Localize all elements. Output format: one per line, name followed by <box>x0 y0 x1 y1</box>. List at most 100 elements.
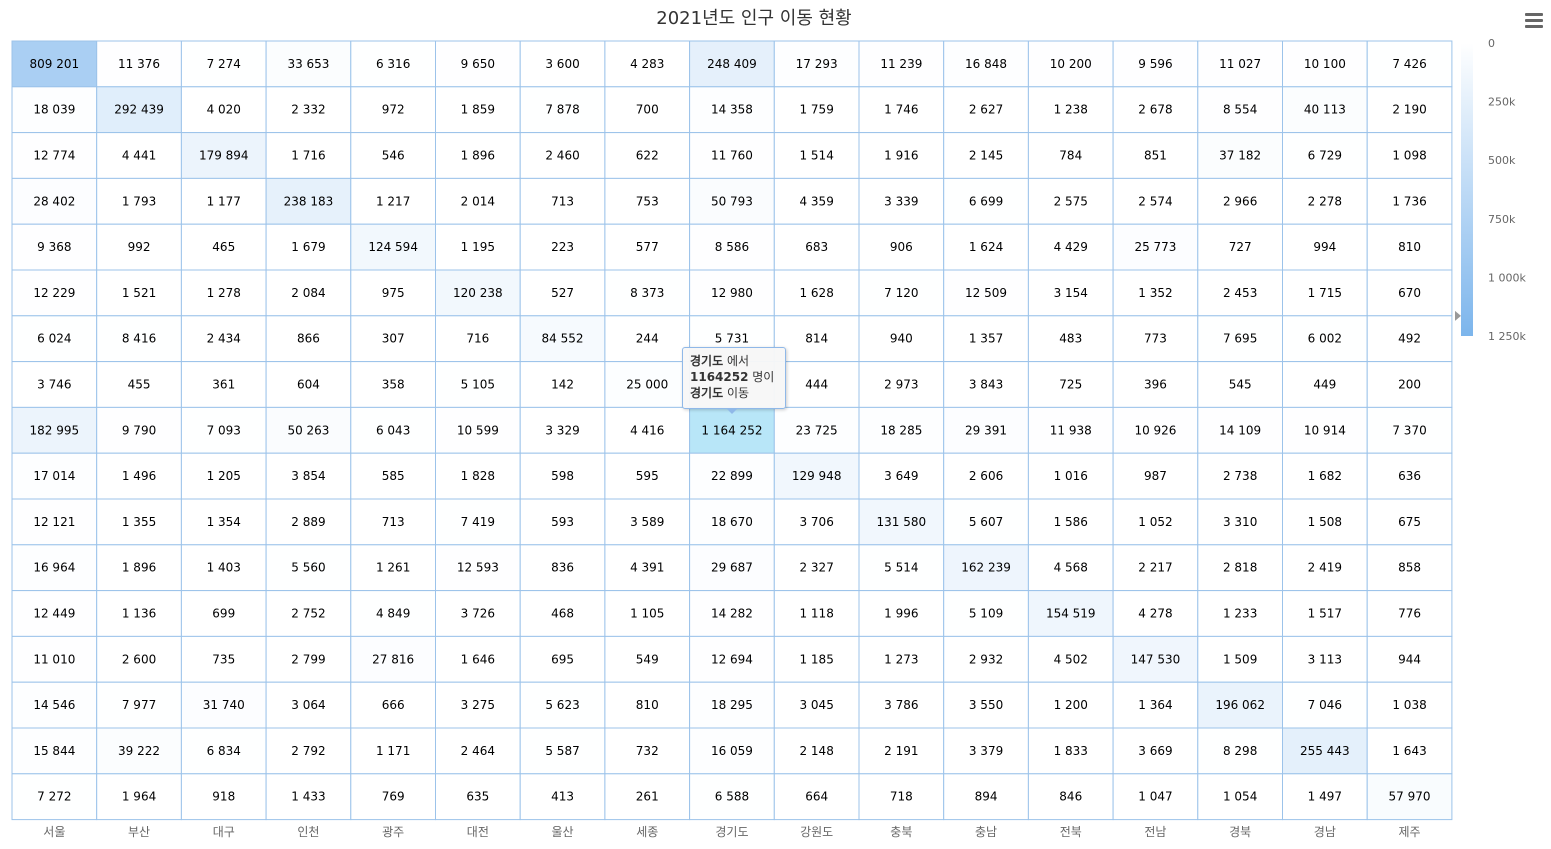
heatmap-cell[interactable] <box>1366 727 1453 775</box>
heatmap-cell[interactable] <box>773 315 860 363</box>
heatmap-cell[interactable] <box>180 132 267 179</box>
heatmap-cell[interactable] <box>350 315 436 363</box>
heatmap-cell[interactable] <box>1282 40 1368 88</box>
heatmap-cell[interactable] <box>773 223 860 271</box>
heatmap-cell[interactable] <box>1366 498 1453 546</box>
heatmap-cell[interactable] <box>1282 681 1368 729</box>
heatmap-cell[interactable] <box>689 498 775 546</box>
heatmap-cell[interactable] <box>435 773 521 821</box>
heatmap-cell[interactable] <box>435 681 521 729</box>
heatmap-cell[interactable] <box>96 590 182 637</box>
heatmap-cell[interactable] <box>11 132 98 179</box>
heatmap-cell[interactable] <box>1282 223 1368 271</box>
heatmap-cell[interactable] <box>1366 177 1453 225</box>
heatmap-cell[interactable] <box>604 590 691 637</box>
heatmap-cell[interactable] <box>350 727 436 775</box>
heatmap-cell[interactable] <box>1112 361 1199 408</box>
heatmap-cell[interactable] <box>350 590 436 637</box>
heatmap-cell[interactable] <box>1027 727 1114 775</box>
heatmap-cell[interactable] <box>11 590 98 637</box>
heatmap-cell[interactable] <box>773 498 860 546</box>
heatmap-cell[interactable] <box>1197 315 1284 363</box>
heatmap-cell[interactable] <box>96 406 182 454</box>
heatmap-cell[interactable] <box>1282 590 1368 637</box>
heatmap-cell[interactable] <box>1197 635 1284 683</box>
heatmap-cell[interactable] <box>350 86 436 134</box>
heatmap-cell[interactable] <box>11 40 98 88</box>
heatmap-cell[interactable] <box>1027 40 1114 88</box>
heatmap-cell[interactable] <box>1112 223 1199 271</box>
heatmap-cell[interactable] <box>180 406 267 454</box>
heatmap-cell[interactable] <box>1282 727 1368 775</box>
heatmap-cell[interactable] <box>519 590 606 637</box>
heatmap-cell[interactable] <box>773 269 860 317</box>
heatmap-cell[interactable] <box>11 86 98 134</box>
heatmap-cell[interactable] <box>435 177 521 225</box>
heatmap-cell[interactable] <box>1197 681 1284 729</box>
hamburger-menu-icon[interactable] <box>1521 10 1547 36</box>
heatmap-cell[interactable] <box>773 452 860 500</box>
heatmap-cell[interactable] <box>180 590 267 637</box>
heatmap-cell[interactable] <box>604 452 691 500</box>
heatmap-cell[interactable] <box>1366 590 1453 637</box>
heatmap-cell[interactable] <box>519 498 606 546</box>
heatmap-cell[interactable] <box>858 544 945 592</box>
heatmap-cell[interactable] <box>773 635 860 683</box>
heatmap-cell[interactable] <box>1282 361 1368 408</box>
heatmap-cell[interactable] <box>1027 269 1114 317</box>
heatmap-cell[interactable] <box>1366 773 1453 821</box>
heatmap-cell[interactable] <box>689 132 775 179</box>
heatmap-cell[interactable] <box>350 681 436 729</box>
heatmap-cell[interactable] <box>689 269 775 317</box>
heatmap-cell[interactable] <box>1027 590 1114 637</box>
heatmap-cell[interactable] <box>519 40 606 88</box>
heatmap-cell[interactable] <box>180 544 267 592</box>
heatmap-cell[interactable] <box>1112 727 1199 775</box>
heatmap-cell[interactable] <box>350 361 436 408</box>
heatmap-cell[interactable] <box>265 498 352 546</box>
heatmap-cell[interactable] <box>1197 773 1284 821</box>
heatmap-cell[interactable] <box>96 361 182 408</box>
heatmap-cell[interactable] <box>11 223 98 271</box>
heatmap-cell[interactable] <box>1282 773 1368 821</box>
heatmap-cell[interactable] <box>773 773 860 821</box>
heatmap-cell[interactable] <box>773 727 860 775</box>
heatmap-cell[interactable] <box>350 40 436 88</box>
heatmap-cell[interactable] <box>1366 315 1453 363</box>
heatmap-cell[interactable] <box>604 177 691 225</box>
heatmap-cell[interactable] <box>1112 635 1199 683</box>
heatmap-cell[interactable] <box>689 452 775 500</box>
heatmap-cell[interactable] <box>689 773 775 821</box>
heatmap-cell[interactable] <box>943 635 1029 683</box>
heatmap-cell[interactable] <box>435 40 521 88</box>
heatmap-cell[interactable] <box>96 177 182 225</box>
heatmap-cell[interactable] <box>1197 269 1284 317</box>
heatmap-cell[interactable] <box>1366 635 1453 683</box>
heatmap-cell[interactable] <box>604 498 691 546</box>
heatmap-cell[interactable] <box>11 269 98 317</box>
heatmap-cell[interactable] <box>1197 40 1284 88</box>
heatmap-cell[interactable] <box>773 406 860 454</box>
heatmap-cell[interactable] <box>350 406 436 454</box>
heatmap-cell[interactable] <box>265 132 352 179</box>
heatmap-cell[interactable] <box>943 132 1029 179</box>
heatmap-cell[interactable] <box>265 681 352 729</box>
heatmap-cell[interactable] <box>519 406 606 454</box>
heatmap-cell[interactable] <box>943 452 1029 500</box>
heatmap-cell[interactable] <box>1366 86 1453 134</box>
heatmap-cell[interactable] <box>773 544 860 592</box>
heatmap-cell[interactable] <box>604 727 691 775</box>
heatmap-cell[interactable] <box>519 452 606 500</box>
heatmap-cell[interactable] <box>180 315 267 363</box>
heatmap-cell[interactable] <box>1282 86 1368 134</box>
heatmap-cell[interactable] <box>773 590 860 637</box>
heatmap-cell[interactable] <box>858 269 945 317</box>
heatmap-cell[interactable] <box>1027 635 1114 683</box>
heatmap-cell[interactable] <box>943 590 1029 637</box>
heatmap-cell[interactable] <box>435 132 521 179</box>
heatmap-cell[interactable] <box>943 727 1029 775</box>
heatmap-cell[interactable] <box>943 86 1029 134</box>
heatmap-cell[interactable] <box>265 40 352 88</box>
heatmap-cell[interactable] <box>265 223 352 271</box>
heatmap-cell[interactable] <box>265 590 352 637</box>
